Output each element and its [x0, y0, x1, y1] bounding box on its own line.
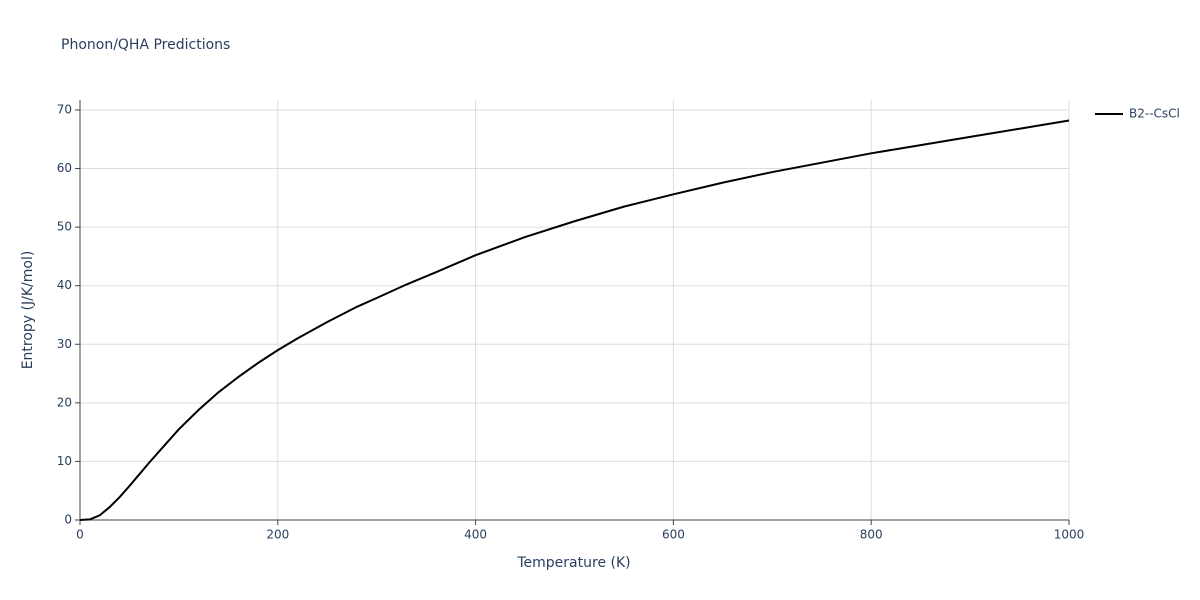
x-tick-label: 600 [662, 528, 685, 542]
y-tick-label: 50 [57, 220, 72, 234]
y-tick-label: 10 [57, 454, 72, 468]
y-tick-label: 0 [64, 513, 72, 527]
x-tick-label: 400 [464, 528, 487, 542]
chart-title: Phonon/QHA Predictions [61, 37, 230, 53]
x-tick-label: 0 [76, 528, 84, 542]
x-tick-label: 1000 [1054, 528, 1085, 542]
y-tick-label: 40 [57, 278, 72, 292]
y-axis-label: Entropy (J/K/mol) [20, 251, 36, 370]
x-axis-label: Temperature (K) [516, 555, 630, 571]
x-tick-label: 200 [266, 528, 289, 542]
y-tick-label: 70 [57, 102, 72, 116]
x-tick-label: 800 [860, 528, 883, 542]
y-tick-label: 30 [57, 337, 72, 351]
y-tick-label: 20 [57, 395, 72, 409]
y-tick-label: 60 [57, 161, 72, 175]
data-line [79, 119, 1070, 521]
legend-label: B2--CsCl [1129, 107, 1180, 121]
